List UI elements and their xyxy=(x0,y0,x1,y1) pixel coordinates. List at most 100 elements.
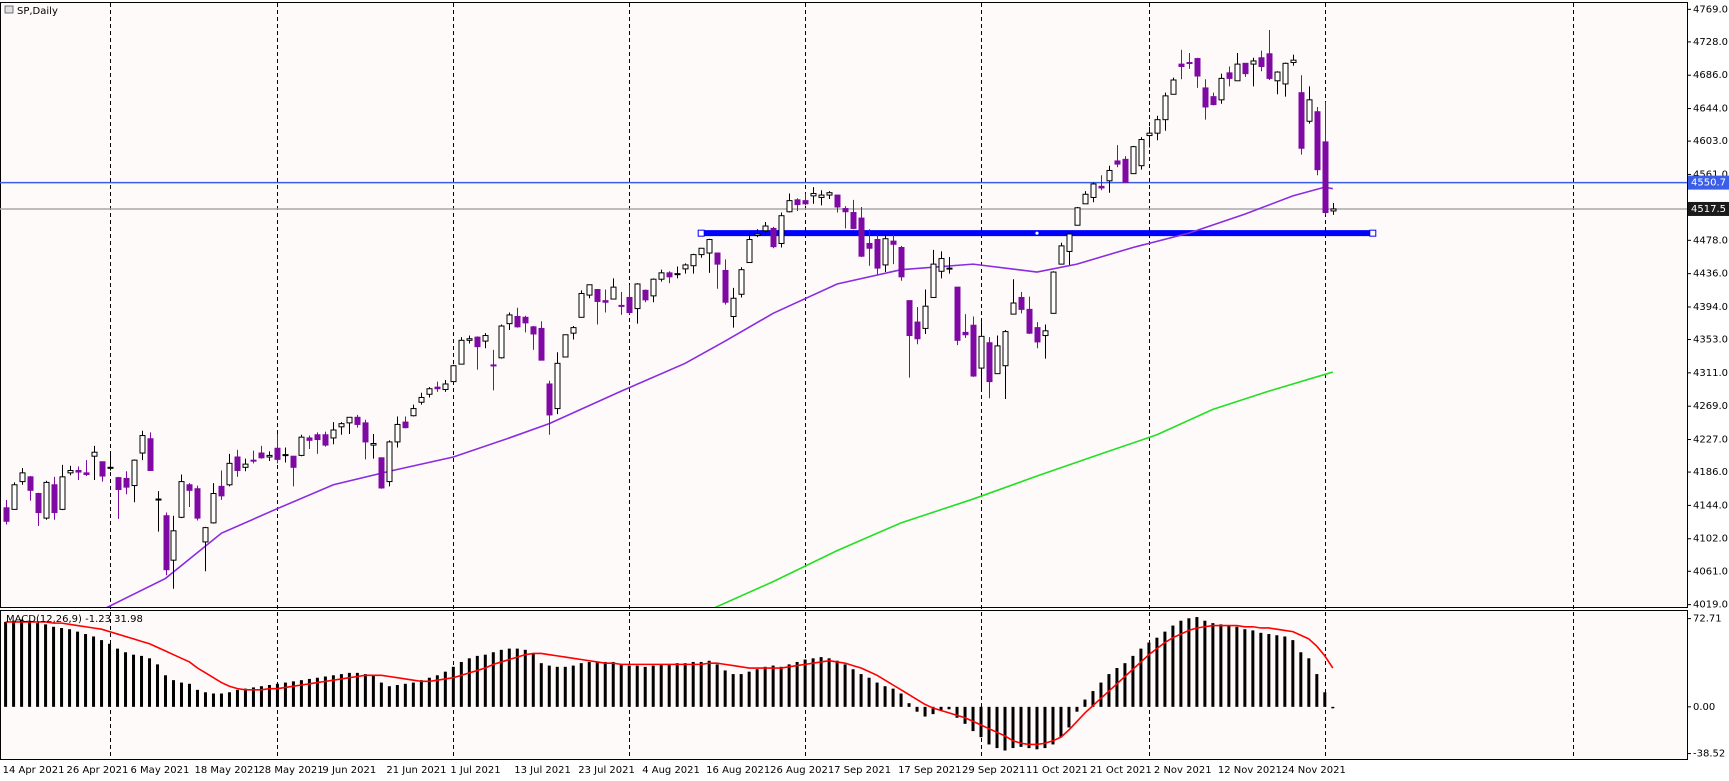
candle-body xyxy=(626,296,633,314)
macd-bar xyxy=(243,688,247,707)
macd-bar xyxy=(715,664,719,707)
candle-body xyxy=(1122,158,1129,183)
candle-body xyxy=(490,364,497,367)
x-tick-label: 12 Nov 2021 xyxy=(1218,765,1282,776)
candle-body xyxy=(194,488,201,519)
macd-bar xyxy=(1027,706,1031,749)
macd-bar xyxy=(739,674,743,707)
macd-bar xyxy=(1179,620,1183,707)
macd-bar xyxy=(219,693,223,707)
candle-body xyxy=(810,192,817,197)
macd-bar xyxy=(267,685,271,707)
candle-body xyxy=(826,192,833,196)
macd-bar xyxy=(803,659,807,707)
y-tick-label: 4102.0 xyxy=(1693,534,1728,545)
macd-bar xyxy=(299,680,303,707)
macd-bar xyxy=(1155,637,1159,707)
candle-body xyxy=(554,362,561,410)
candle-body xyxy=(218,485,225,497)
candle-body xyxy=(802,200,809,205)
macd-bar xyxy=(1275,635,1279,707)
candle-body xyxy=(107,466,114,469)
macd-bar xyxy=(363,674,367,707)
macd-bar xyxy=(235,689,239,707)
price-level-label: 4550.7 xyxy=(1691,178,1726,189)
candle-body xyxy=(1210,96,1217,106)
x-tick-label: 21 Oct 2021 xyxy=(1090,765,1152,776)
candle-body xyxy=(1146,132,1153,137)
candle-body xyxy=(59,476,66,510)
candle-body xyxy=(706,239,713,254)
macd-bar xyxy=(339,674,343,707)
macd-bar xyxy=(156,664,160,707)
macd-bar xyxy=(819,657,823,707)
candle-body xyxy=(834,194,841,208)
macd-bar xyxy=(387,686,391,707)
macd-bar xyxy=(1227,625,1231,707)
candle-body xyxy=(1234,63,1241,82)
macd-bar xyxy=(395,685,399,707)
candle-body xyxy=(930,263,937,298)
candle-body xyxy=(730,297,737,318)
macd-bar xyxy=(867,677,871,707)
macd-bar xyxy=(443,671,447,707)
macd-bar xyxy=(875,682,879,707)
candle-body xyxy=(338,423,345,428)
candle-body xyxy=(35,493,42,514)
macd-bar xyxy=(763,666,767,707)
candle-body xyxy=(386,441,393,483)
candle-body xyxy=(1186,62,1193,65)
candle-body xyxy=(378,457,385,489)
y-tick-label: 4644.0 xyxy=(1693,104,1728,115)
candle-body xyxy=(722,269,729,303)
candle-body xyxy=(282,454,289,457)
candle-body xyxy=(1106,169,1113,182)
macd-bar xyxy=(747,671,751,707)
macd-bar xyxy=(1267,634,1271,707)
candle-body xyxy=(1202,87,1209,108)
x-tick-label: 28 May 2021 xyxy=(258,765,323,776)
x-tick-label: 7 Sep 2021 xyxy=(834,765,891,776)
candle-body xyxy=(514,316,521,328)
macd-bar xyxy=(931,706,935,715)
moving-average xyxy=(714,371,1334,607)
candle-body xyxy=(882,238,889,266)
macd-bar xyxy=(68,629,72,707)
macd-bar xyxy=(148,658,152,707)
candle-body xyxy=(1050,271,1057,314)
macd-bar xyxy=(515,648,519,707)
candle-body xyxy=(83,472,90,475)
macd-bar xyxy=(611,661,615,707)
candle-body xyxy=(1218,77,1225,101)
macd-bar xyxy=(883,686,887,707)
candle-body xyxy=(674,273,681,276)
y-tick-label: 4478.0 xyxy=(1693,235,1728,246)
candle-body xyxy=(115,477,122,491)
macd-bar xyxy=(643,666,647,707)
macd-bar xyxy=(355,672,359,707)
candle-body xyxy=(27,476,34,491)
macd-bar xyxy=(419,680,423,707)
macd-bar xyxy=(459,661,463,707)
trendline-handle xyxy=(697,229,705,237)
candle-body xyxy=(794,199,801,206)
macd-bar xyxy=(523,649,527,707)
x-tick-label: 1 Jul 2021 xyxy=(450,765,500,776)
y-tick-label: 4186.0 xyxy=(1693,467,1728,478)
macd-bar xyxy=(60,627,64,707)
candle-body xyxy=(666,272,673,278)
candle-body xyxy=(1250,60,1257,65)
macd-bar xyxy=(1283,636,1287,707)
macd-bar xyxy=(1251,630,1255,707)
candle-body xyxy=(770,227,777,248)
candle-body xyxy=(1282,62,1289,85)
y-tick-label: 0.00 xyxy=(1693,702,1715,713)
macd-bar xyxy=(44,624,48,707)
candle-body xyxy=(274,447,281,460)
candle-body xyxy=(586,284,593,296)
candle-body xyxy=(1314,111,1321,171)
candle-body xyxy=(474,336,481,348)
candle-body xyxy=(298,436,305,456)
candle-body xyxy=(1194,58,1201,77)
candle-body xyxy=(1298,92,1305,149)
